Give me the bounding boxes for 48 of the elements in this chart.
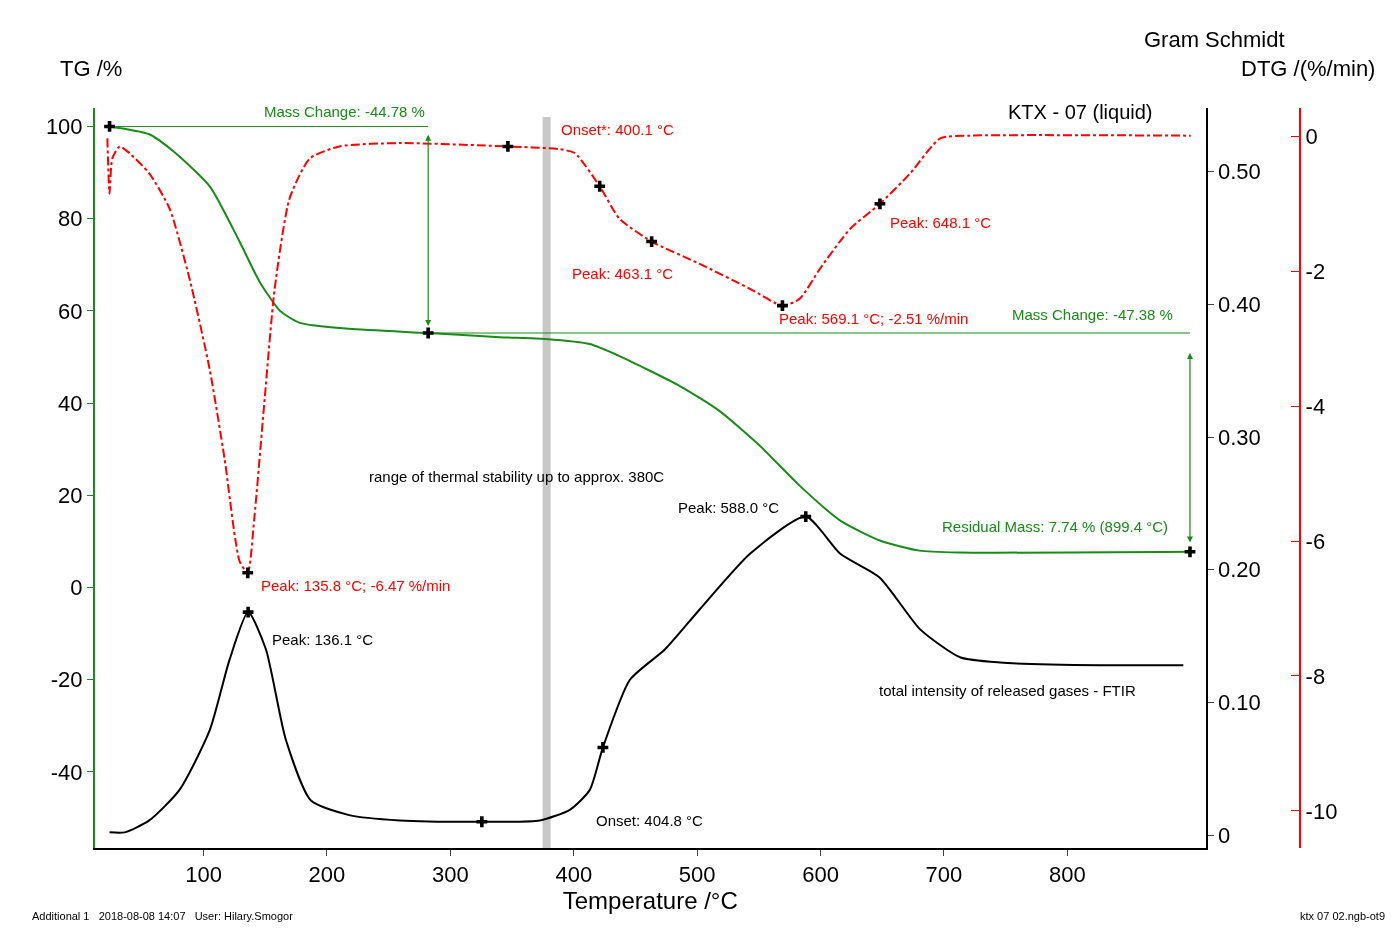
y-tick-label: 40 [58, 390, 83, 416]
y-tick-label: 20 [58, 482, 83, 508]
annotation: Peak: 135.8 °C; -6.47 %/min [261, 577, 451, 594]
chart-title: KTX - 07 (liquid) [1008, 101, 1153, 123]
y-tick-label: 60 [58, 298, 83, 324]
annotation: Peak: 136.1 °C [272, 631, 374, 648]
annotation: range of thermal stability up to approx. 380C [369, 468, 665, 485]
annotation: total intensity of released gases - FTIR [879, 682, 1136, 699]
y2-tick-label: 0.40 [1217, 292, 1261, 318]
y-tick-label: 100 [45, 114, 83, 140]
annotation: Peak: 588.0 °C [678, 499, 780, 516]
y2-tick-label: 0 [1217, 822, 1231, 848]
y-tick-label: 80 [58, 206, 83, 232]
text: Additional 1 2018-08-08 14:07 User: Hilary.Smogor [32, 910, 294, 922]
y3-tick-label: -10 [1305, 798, 1338, 824]
annotation: Peak: 463.1 °C [572, 265, 674, 282]
y2-tick-label: 0.20 [1217, 557, 1261, 583]
y3-tick-label: -4 [1305, 393, 1326, 419]
y3-tick-label: -2 [1305, 258, 1326, 284]
x-tick-label: 600 [802, 862, 839, 888]
x-tick-label: 500 [678, 862, 716, 888]
y-tick-label: 0 [70, 575, 83, 601]
y-tick-label: -20 [50, 667, 83, 693]
y2-tick-label: 0.10 [1217, 690, 1261, 716]
y3-axis-title: DTG /(%/min) [1241, 56, 1376, 81]
annotation: Mass Change: -44.78 % [264, 103, 425, 120]
text: ktx 07 02.ngb-ot9 [1300, 910, 1386, 922]
y2-tick-label: 0.50 [1217, 159, 1261, 185]
y3-tick-label: 0 [1305, 124, 1318, 150]
x-tick-label: 100 [185, 862, 222, 888]
x-tick-label: 800 [1049, 862, 1086, 888]
annotation: Peak: 569.1 °C; -2.51 %/min [779, 310, 969, 327]
annotation: Onset: 404.8 °C [596, 812, 704, 829]
annotation: Onset*: 400.1 °C [561, 121, 674, 138]
x-tick-label: 300 [432, 862, 469, 888]
y3-tick-label: -6 [1305, 528, 1326, 554]
x-tick-label: 200 [308, 862, 346, 888]
y2-axis-title: Gram Schmidt [1144, 27, 1285, 52]
x-tick-label: 700 [925, 862, 963, 888]
y3-tick-label: -8 [1305, 663, 1326, 689]
annotation: Peak: 648.1 °C [890, 214, 992, 231]
y2-tick-label: 0.30 [1217, 424, 1261, 450]
y-axis-title: TG /% [60, 56, 123, 81]
x-axis-title: Temperature /°C [562, 887, 738, 915]
annotation: Mass Change: -47.38 % [1012, 306, 1173, 323]
annotation: Residual Mass: 7.74 % (899.4 °C) [942, 518, 1169, 535]
x-tick-label: 400 [555, 862, 593, 888]
y-tick-label: -40 [50, 759, 83, 785]
